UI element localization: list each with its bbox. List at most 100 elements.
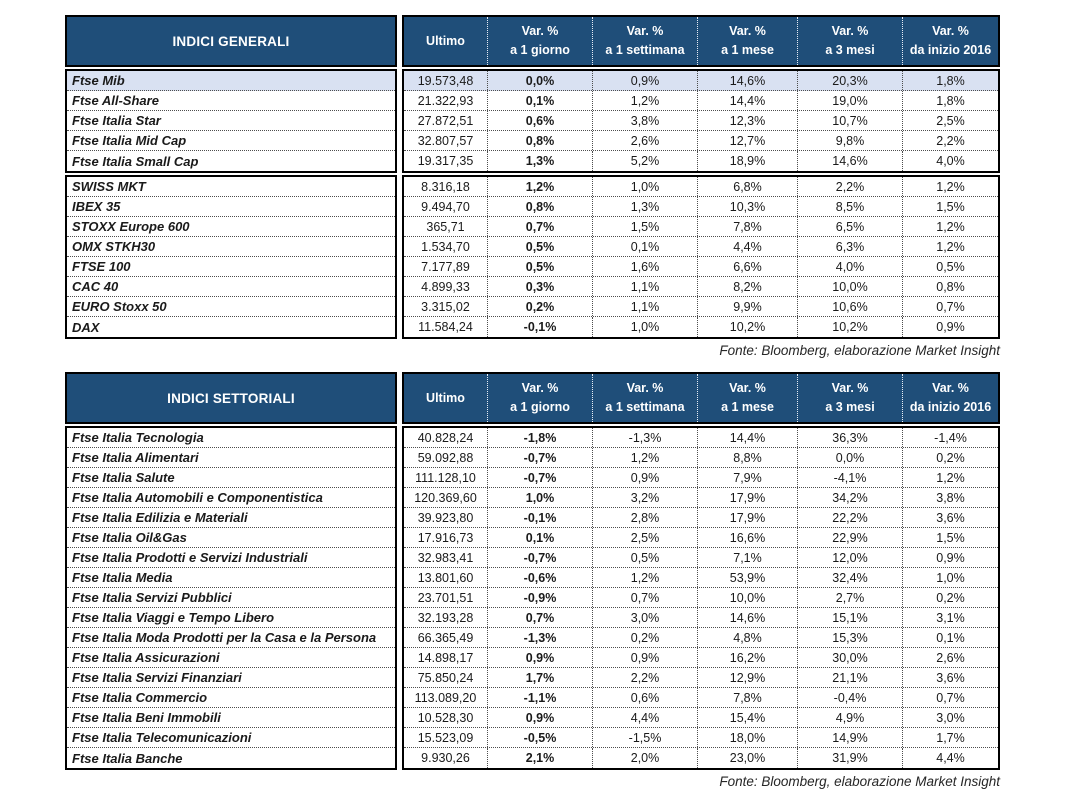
var-value-cell: 15,1% [798,608,903,627]
var-value-cell: -1,1% [488,688,593,707]
sector-indices-table-bands: INDICI SETTORIALI Ultimo Var. % a 1 giorno V… [65,372,1067,770]
var-value-cell: 10,2% [798,317,903,337]
index-name-cell: Ftse Italia Telecomunicazioni [67,728,395,748]
column-header-line2: da inizio 2016 [909,43,992,57]
table-header-columns: Ultimo Var. % a 1 giorno Var. % a 1 settiman… [402,372,1000,424]
var-value-cell: 2,2% [593,668,698,687]
var-value-cell: 0,9% [488,648,593,667]
index-values-column: 40.828,24 -1,8% -1,3% 14,4% 36,3% -1,4% 59.092… [402,426,1000,770]
table-row: 19.317,35 1,3% 5,2% 18,9% 14,6% 4,0% [404,151,998,171]
table-row: 120.369,60 1,0% 3,2% 17,9% 34,2% 3,8% [404,488,998,508]
index-name-cell: Ftse Italia Media [67,568,395,588]
index-name-cell: Ftse Italia Oil&Gas [67,528,395,548]
table-row: 17.916,73 0,1% 2,5% 16,6% 22,9% 1,5% [404,528,998,548]
table-row: 40.828,24 -1,8% -1,3% 14,4% 36,3% -1,4% [404,428,998,448]
ultimo-value-cell: 40.828,24 [404,428,488,447]
var-value-cell: 1,1% [593,277,698,296]
var-value-cell: 1,8% [936,93,965,108]
ultimo-value-cell: 7.177,89 [404,257,488,276]
var-value-cell: 10,6% [798,297,903,316]
index-name-cell: Ftse Italia Moda Prodotti per la Casa e … [67,628,395,648]
table-body-group: Ftse Italia Tecnologia Ftse Italia Alimen… [65,426,1067,770]
column-header-line1: Var. % [626,381,664,396]
column-header-line1: Var. % [932,381,969,396]
var-value-cell: 6,3% [798,237,903,256]
ultimo-value-cell: 14.898,17 [404,648,488,667]
index-name-cell: Ftse Italia Beni Immobili [67,708,395,728]
index-name-cell: FTSE 100 [67,257,395,277]
ultimo-value-cell: 15.523,09 [404,728,488,747]
var-value-cell: 15,4% [698,708,798,727]
var-value-cell: 0,2% [488,297,593,316]
var-value-cell: 0,3% [488,277,593,296]
var-value-cell: 7,8% [698,217,798,236]
var-value-cell: 14,4% [698,91,798,110]
var-value-cell: 8,8% [698,448,798,467]
var-value-cell: 22,2% [798,508,903,527]
column-header-line1: Var. % [521,381,559,396]
column-header-line2: a 3 mesi [825,43,875,57]
var-value-cell: 0,5% [488,257,593,276]
var-value-cell: 1,5% [936,530,965,545]
var-value-cell: 0,9% [488,708,593,727]
var-value-cell: 2,5% [593,528,698,547]
var-value-cell: 0,2% [593,628,698,647]
var-value-cell: 12,7% [698,131,798,150]
ultimo-value-cell: 32.983,41 [404,548,488,567]
table-body-group: Ftse Mib Ftse All-Share Ftse Italia Star Ft… [65,69,1067,173]
column-header-line1: Var. % [626,24,664,39]
index-name-cell: Ftse Italia Commercio [67,688,395,708]
sector-indices-table: INDICI SETTORIALI Ultimo Var. % a 1 giorno V… [65,372,1067,789]
var-value-cell: 16,6% [698,528,798,547]
table-row: 75.850,24 1,7% 2,2% 12,9% 21,1% 3,6% [404,668,998,688]
var-value-cell: 14,9% [798,728,903,747]
column-header-var: Var. % da inizio 2016 [903,17,998,65]
var-value-cell: 36,3% [798,428,903,447]
column-header-var: Var. % da inizio 2016 [903,374,998,422]
var-value-cell: 0,9% [593,71,698,90]
ultimo-value-cell: 111.128,10 [404,468,488,487]
var-value-cell: -0,6% [488,568,593,587]
column-header-line1: Var. % [831,24,869,39]
index-name-cell: Ftse All-Share [67,91,395,111]
index-name-cell: DAX [72,319,100,335]
column-header-var: Var. % a 1 mese [698,17,798,65]
table-row: 15.523,09 -0,5% -1,5% 18,0% 14,9% 1,7% [404,728,998,748]
var-value-cell: 0,5% [936,259,965,274]
table-row: 39.923,80 -0,1% 2,8% 17,9% 22,2% 3,6% [404,508,998,528]
var-value-cell: 1,5% [936,199,965,214]
table-row: 113.089,20 -1,1% 0,6% 7,8% -0,4% 0,7% [404,688,998,708]
column-header-line1: Var. % [521,24,559,39]
var-value-cell: -1,8% [488,428,593,447]
var-value-cell: 0,7% [488,217,593,236]
table-row: 23.701,51 -0,9% 0,7% 10,0% 2,7% 0,2% [404,588,998,608]
index-name-cell: Ftse Italia Assicurazioni [67,648,395,668]
index-name-cell: Ftse Mib [67,71,395,91]
table-body-group: SWISS MKT IBEX 35 STOXX Europe 600 OMX STKH… [65,175,1067,339]
index-name-cell: Ftse Italia Banche [72,750,183,766]
ultimo-value-cell: 19.317,35 [404,151,488,171]
var-value-cell: 5,2% [593,151,698,171]
table-row: 111.128,10 -0,7% 0,9% 7,9% -4,1% 1,2% [404,468,998,488]
table-row: 21.322,93 0,1% 1,2% 14,4% 19,0% 1,8% [404,91,998,111]
var-value-cell: 1,2% [488,177,593,196]
var-value-cell: 18,0% [698,728,798,747]
var-value-cell: 19,0% [798,91,903,110]
index-name-cell: Ftse Italia Salute [67,468,395,488]
index-name-cell: Ftse Italia Mid Cap [67,131,395,151]
table-title-cell: INDICI SETTORIALI [65,372,397,424]
var-value-cell: 17,9% [698,508,798,527]
table-row: 3.315,02 0,2% 1,1% 9,9% 10,6% 0,7% [404,297,998,317]
column-header-ultimo: Ultimo [404,17,488,65]
var-value-cell: 10,2% [698,317,798,337]
var-value-cell: 12,9% [698,668,798,687]
index-name-cell: Ftse Italia Servizi Finanziari [67,668,395,688]
var-value-cell: 9,8% [798,131,903,150]
table-row: 32.193,28 0,7% 3,0% 14,6% 15,1% 3,1% [404,608,998,628]
var-value-cell: 0,7% [488,608,593,627]
table-row: 32.983,41 -0,7% 0,5% 7,1% 12,0% 0,9% [404,548,998,568]
var-value-cell: -0,4% [798,688,903,707]
var-value-cell: -0,1% [488,508,593,527]
index-name-cell: Ftse Italia Alimentari [67,448,395,468]
column-header-ultimo: Ultimo [404,374,488,422]
